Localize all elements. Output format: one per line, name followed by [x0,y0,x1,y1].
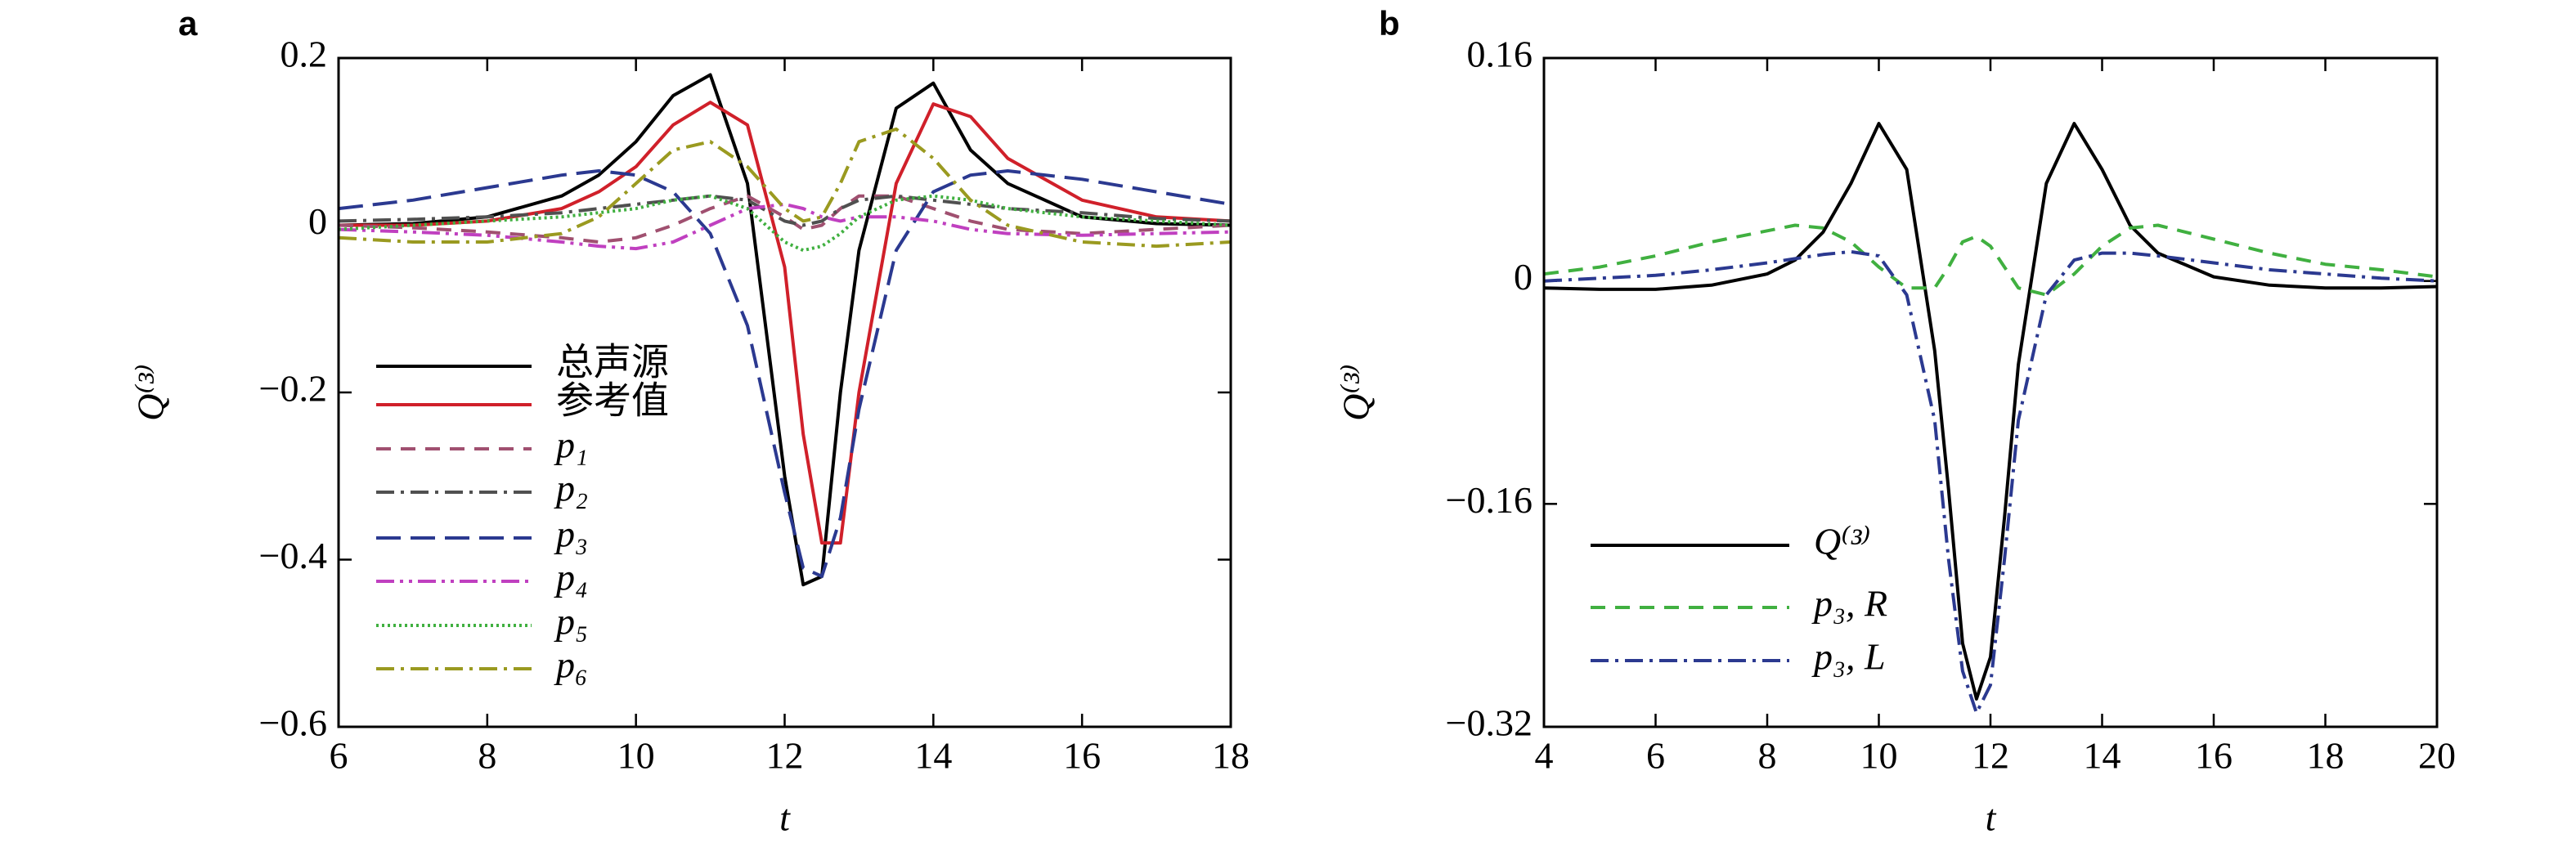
x-tick-label: 14 [914,735,952,777]
y-tick-label: −0.4 [259,535,327,576]
legend-label: p₂ [554,468,588,509]
x-tick-label: 4 [1535,735,1554,777]
series-line [339,169,1231,578]
y-axis-label: Q⁽³⁾ [130,364,172,421]
legend-label: p₃, R [1811,583,1887,625]
series-line [1544,249,2437,715]
legend-label: Q⁽³⁾ [1814,521,1871,562]
x-tick-label: 10 [617,735,655,777]
y-tick-label: 0 [308,200,327,242]
x-tick-label: 10 [1860,735,1898,777]
y-tick-label: −0.2 [259,368,327,410]
x-axis-label: t [1986,797,1997,839]
legend-label: p₃ [554,513,588,555]
panel-label: b [1379,4,1400,43]
legend-label: p₄ [554,557,588,598]
x-tick-label: 16 [2195,735,2233,777]
series-line [339,202,1231,251]
legend-label: p₆ [554,644,588,686]
plot-frame [337,56,1232,728]
y-tick-label: 0.16 [1467,34,1533,75]
y-tick-label: −0.6 [259,702,327,744]
series-line [1544,223,2437,297]
legend-label: 总声源 [556,342,669,383]
y-tick-label: 0 [1514,256,1533,298]
x-tick-label: 12 [766,735,804,777]
y-tick-label: 0.2 [280,34,328,75]
series-line [1544,122,2437,701]
x-tick-label: 14 [2084,735,2121,777]
series-line [339,127,1231,249]
y-axis-label: Q⁽³⁾ [1335,364,1377,421]
x-tick-label: 6 [1646,735,1665,777]
x-axis-label: t [779,797,791,839]
x-tick-label: 6 [330,735,348,777]
x-tick-label: 18 [1212,735,1250,777]
legend-label: p₃, L [1811,636,1886,678]
legend-label: p₁ [554,424,588,466]
series-line [339,194,1231,227]
series-line [339,101,1231,545]
x-tick-label: 20 [2418,735,2456,777]
x-tick-label: 16 [1063,735,1101,777]
x-tick-label: 12 [1972,735,2009,777]
y-tick-label: −0.32 [1446,702,1533,744]
legend-label: p₅ [554,601,588,643]
plot-frame [1542,56,2439,728]
x-tick-label: 8 [478,735,496,777]
legend-label: 参考值 [556,380,669,422]
series-line [339,194,1231,244]
series-line [339,194,1231,253]
x-tick-label: 8 [1758,735,1777,777]
y-tick-label: −0.16 [1446,479,1533,521]
series-line [339,73,1231,587]
x-tick-label: 18 [2307,735,2345,777]
panel-label: a [178,4,198,43]
